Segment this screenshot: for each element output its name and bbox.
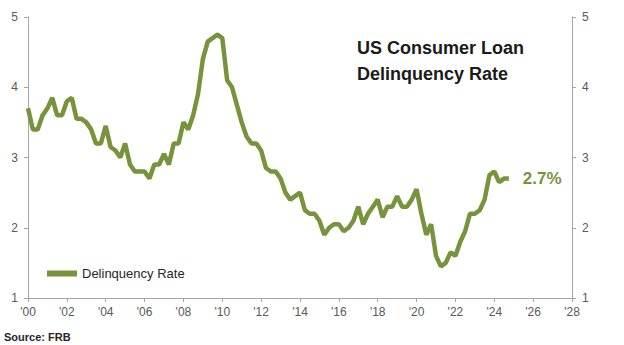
- svg-text:Delinquency Rate: Delinquency Rate: [82, 266, 185, 281]
- svg-text:'00: '00: [20, 305, 36, 319]
- svg-text:'20: '20: [409, 305, 425, 319]
- svg-text:3: 3: [11, 151, 18, 165]
- svg-text:3: 3: [582, 151, 589, 165]
- svg-text:5: 5: [582, 10, 589, 24]
- svg-text:2: 2: [582, 221, 589, 235]
- svg-text:2: 2: [11, 221, 18, 235]
- svg-text:1: 1: [582, 291, 589, 305]
- svg-text:4: 4: [582, 80, 589, 94]
- svg-text:1: 1: [11, 291, 18, 305]
- svg-text:'28: '28: [564, 305, 580, 319]
- svg-text:US Consumer Loan: US Consumer Loan: [357, 38, 529, 58]
- svg-text:'04: '04: [98, 305, 114, 319]
- svg-text:'06: '06: [137, 305, 153, 319]
- svg-text:'14: '14: [292, 305, 308, 319]
- svg-text:'26: '26: [525, 305, 541, 319]
- svg-text:'18: '18: [370, 305, 386, 319]
- svg-text:5: 5: [11, 10, 18, 24]
- svg-text:'02: '02: [59, 305, 75, 319]
- svg-text:'22: '22: [448, 305, 464, 319]
- svg-text:'08: '08: [176, 305, 192, 319]
- svg-text:'12: '12: [253, 305, 269, 319]
- svg-text:Delinquency Rate: Delinquency Rate: [357, 64, 508, 84]
- svg-text:'24: '24: [486, 305, 502, 319]
- svg-text:4: 4: [11, 80, 18, 94]
- svg-text:'10: '10: [214, 305, 230, 319]
- svg-text:Source: FRB: Source: FRB: [4, 331, 71, 343]
- svg-text:2.7%: 2.7%: [523, 169, 562, 188]
- svg-text:'16: '16: [331, 305, 347, 319]
